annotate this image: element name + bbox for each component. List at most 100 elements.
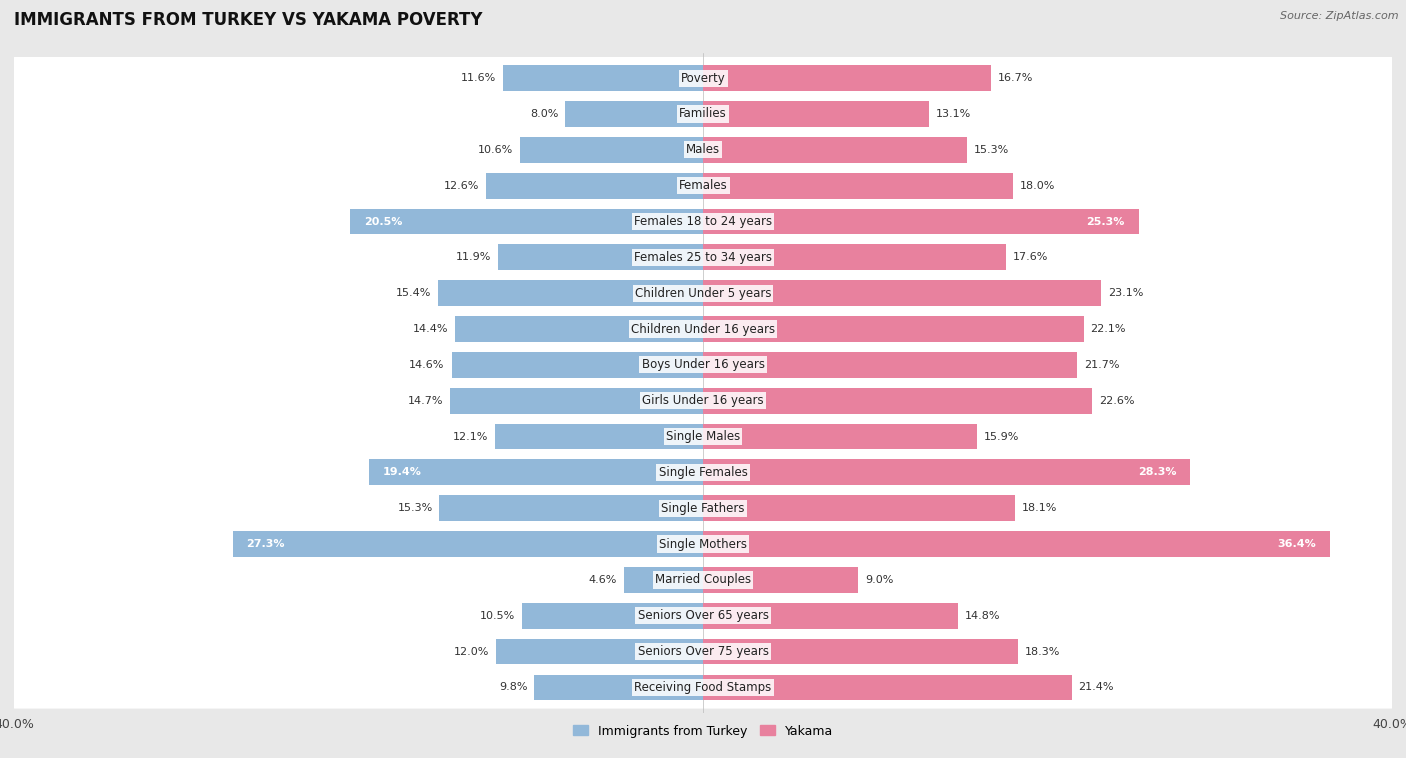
- Bar: [703, 101, 928, 127]
- Bar: [233, 531, 703, 557]
- Text: 14.4%: 14.4%: [412, 324, 449, 334]
- FancyBboxPatch shape: [11, 451, 1395, 493]
- Text: 11.9%: 11.9%: [456, 252, 491, 262]
- Bar: [703, 316, 1084, 342]
- Bar: [703, 173, 1012, 199]
- Text: Single Females: Single Females: [658, 466, 748, 479]
- Text: 23.1%: 23.1%: [1108, 288, 1143, 298]
- Bar: [437, 280, 703, 306]
- Bar: [703, 280, 1101, 306]
- FancyBboxPatch shape: [11, 415, 1395, 458]
- Bar: [498, 244, 703, 271]
- FancyBboxPatch shape: [11, 164, 1395, 207]
- Bar: [703, 459, 1191, 485]
- Text: 21.4%: 21.4%: [1078, 682, 1114, 692]
- Text: Families: Families: [679, 108, 727, 121]
- Text: IMMIGRANTS FROM TURKEY VS YAKAMA POVERTY: IMMIGRANTS FROM TURKEY VS YAKAMA POVERTY: [14, 11, 482, 30]
- Bar: [624, 567, 703, 593]
- FancyBboxPatch shape: [11, 523, 1395, 565]
- Text: 15.3%: 15.3%: [398, 503, 433, 513]
- FancyBboxPatch shape: [11, 57, 1395, 99]
- Text: 21.7%: 21.7%: [1084, 360, 1119, 370]
- Text: 9.8%: 9.8%: [499, 682, 527, 692]
- Text: 27.3%: 27.3%: [246, 539, 285, 549]
- Text: 10.5%: 10.5%: [479, 611, 515, 621]
- Text: Males: Males: [686, 143, 720, 156]
- Text: 15.9%: 15.9%: [984, 431, 1019, 442]
- Text: 12.0%: 12.0%: [454, 647, 489, 656]
- Text: 22.6%: 22.6%: [1099, 396, 1135, 406]
- Text: 8.0%: 8.0%: [530, 109, 558, 119]
- Bar: [703, 352, 1077, 377]
- Text: 22.1%: 22.1%: [1091, 324, 1126, 334]
- Text: Source: ZipAtlas.com: Source: ZipAtlas.com: [1281, 11, 1399, 21]
- Text: Females 25 to 34 years: Females 25 to 34 years: [634, 251, 772, 264]
- FancyBboxPatch shape: [11, 631, 1395, 673]
- Legend: Immigrants from Turkey, Yakama: Immigrants from Turkey, Yakama: [568, 719, 838, 743]
- FancyBboxPatch shape: [11, 308, 1395, 350]
- Bar: [440, 495, 703, 522]
- Text: Receiving Food Stamps: Receiving Food Stamps: [634, 681, 772, 694]
- Text: 12.1%: 12.1%: [453, 431, 488, 442]
- Bar: [534, 675, 703, 700]
- Text: Children Under 16 years: Children Under 16 years: [631, 323, 775, 336]
- Text: 18.0%: 18.0%: [1019, 180, 1056, 191]
- FancyBboxPatch shape: [11, 92, 1395, 135]
- Text: Married Couples: Married Couples: [655, 573, 751, 587]
- Text: 15.3%: 15.3%: [973, 145, 1008, 155]
- Text: 17.6%: 17.6%: [1012, 252, 1049, 262]
- Text: Single Mothers: Single Mothers: [659, 537, 747, 550]
- Bar: [703, 424, 977, 449]
- Bar: [703, 531, 1330, 557]
- Text: 13.1%: 13.1%: [935, 109, 970, 119]
- Bar: [565, 101, 703, 127]
- Text: Children Under 5 years: Children Under 5 years: [634, 287, 772, 299]
- FancyBboxPatch shape: [11, 343, 1395, 386]
- Text: Females: Females: [679, 179, 727, 193]
- Text: Boys Under 16 years: Boys Under 16 years: [641, 359, 765, 371]
- Bar: [503, 65, 703, 91]
- FancyBboxPatch shape: [11, 594, 1395, 637]
- Bar: [486, 173, 703, 199]
- Bar: [496, 639, 703, 665]
- Text: 19.4%: 19.4%: [382, 468, 422, 478]
- Text: 14.7%: 14.7%: [408, 396, 443, 406]
- Text: 12.6%: 12.6%: [444, 180, 479, 191]
- Text: 9.0%: 9.0%: [865, 575, 893, 585]
- Text: 18.3%: 18.3%: [1025, 647, 1060, 656]
- Bar: [368, 459, 703, 485]
- Text: 14.8%: 14.8%: [965, 611, 1000, 621]
- Text: Seniors Over 65 years: Seniors Over 65 years: [637, 609, 769, 622]
- Text: 16.7%: 16.7%: [997, 74, 1033, 83]
- FancyBboxPatch shape: [11, 236, 1395, 278]
- Bar: [703, 639, 1018, 665]
- Bar: [703, 137, 966, 163]
- Bar: [450, 388, 703, 414]
- Text: Seniors Over 75 years: Seniors Over 75 years: [637, 645, 769, 658]
- FancyBboxPatch shape: [11, 129, 1395, 171]
- Bar: [703, 603, 957, 628]
- Text: Single Males: Single Males: [666, 430, 740, 443]
- Bar: [350, 208, 703, 234]
- FancyBboxPatch shape: [11, 559, 1395, 601]
- Text: Poverty: Poverty: [681, 72, 725, 85]
- Text: 20.5%: 20.5%: [364, 217, 402, 227]
- FancyBboxPatch shape: [11, 487, 1395, 529]
- Bar: [495, 424, 703, 449]
- Text: 15.4%: 15.4%: [395, 288, 430, 298]
- Bar: [703, 244, 1007, 271]
- Text: Females 18 to 24 years: Females 18 to 24 years: [634, 215, 772, 228]
- Bar: [520, 137, 703, 163]
- Text: Girls Under 16 years: Girls Under 16 years: [643, 394, 763, 407]
- Bar: [456, 316, 703, 342]
- Bar: [703, 208, 1139, 234]
- Text: 28.3%: 28.3%: [1137, 468, 1177, 478]
- FancyBboxPatch shape: [11, 380, 1395, 422]
- Text: 10.6%: 10.6%: [478, 145, 513, 155]
- FancyBboxPatch shape: [11, 200, 1395, 243]
- Text: 11.6%: 11.6%: [461, 74, 496, 83]
- FancyBboxPatch shape: [11, 272, 1395, 315]
- Text: 4.6%: 4.6%: [589, 575, 617, 585]
- Text: 36.4%: 36.4%: [1278, 539, 1316, 549]
- Text: Single Fathers: Single Fathers: [661, 502, 745, 515]
